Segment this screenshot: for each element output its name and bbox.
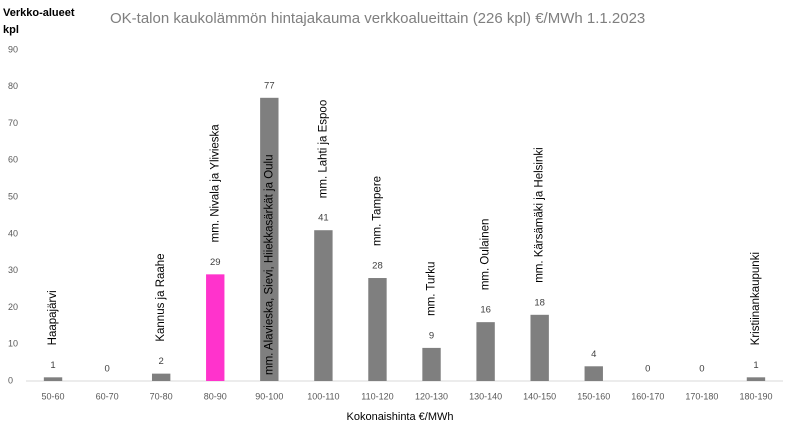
value-label: 41 — [318, 213, 329, 224]
value-label: 9 — [429, 330, 434, 341]
value-label: 0 — [645, 364, 650, 375]
bar — [422, 347, 441, 381]
x-tick-label: 50-60 — [42, 391, 65, 401]
annotation: Haapajärvi — [47, 290, 59, 345]
annotation: mm. Lahti ja Espoo — [317, 100, 329, 198]
x-tick-label: 80-90 — [204, 391, 227, 401]
annotation: mm. Oulainen — [480, 219, 492, 291]
y-tick-label: 20 — [8, 302, 18, 312]
annotation: mm. Alavieska, Sievi, Hiiekkasärkät ja O… — [263, 155, 275, 376]
y-tick-label: 60 — [8, 155, 18, 165]
y-tick-label: 80 — [8, 81, 18, 91]
x-tick-label: 170-180 — [685, 391, 718, 401]
value-label: 28 — [372, 261, 383, 272]
value-label: 18 — [534, 297, 545, 308]
y-axis-label: Verkko-alueet — [3, 7, 75, 19]
y-tick-label: 0 — [8, 375, 13, 385]
y-tick-label: 30 — [8, 265, 18, 275]
annotation: mm. Kärsämäki ja Helsinki — [534, 147, 546, 282]
x-tick-label: 70-80 — [150, 391, 173, 401]
bar — [368, 278, 387, 381]
bar — [746, 377, 766, 381]
x-tick-label: 160-170 — [631, 391, 664, 401]
x-tick-label: 150-160 — [577, 391, 610, 401]
value-label: 1 — [50, 360, 55, 371]
bar — [314, 230, 333, 381]
y-tick-label: 70 — [8, 118, 18, 128]
value-label: 0 — [699, 364, 704, 375]
x-axis-label: Kokonaishinta €/MWh — [347, 411, 454, 423]
value-label: 2 — [159, 356, 164, 367]
value-label: 16 — [480, 305, 491, 316]
x-tick-label: 60-70 — [96, 391, 119, 401]
value-label: 0 — [104, 364, 109, 375]
x-tick-label: 100-110 — [307, 391, 339, 401]
annotation: Kristiinankaupunki — [750, 252, 762, 345]
value-label: 1 — [753, 360, 758, 371]
x-tick-label: 130-140 — [469, 391, 502, 401]
y-tick-label: 10 — [8, 339, 18, 349]
bar — [530, 314, 549, 381]
x-tick-label: 90-100 — [255, 391, 283, 401]
x-tick-label: 110-120 — [361, 391, 393, 401]
chart-title: OK-talon kaukolämmön hintajakauma verkko… — [110, 10, 645, 27]
annotation: mm. Turku — [426, 262, 438, 316]
value-label: 77 — [264, 80, 275, 91]
bar — [260, 97, 279, 382]
annotation: mm. Nivala ja Ylivieska — [209, 124, 221, 243]
annotation: Kannus ja Raahe — [155, 253, 167, 341]
annotation: mm. Tampere — [371, 176, 383, 246]
bar — [584, 366, 603, 381]
bar — [206, 274, 225, 381]
value-label: 4 — [591, 349, 596, 360]
value-label: 29 — [210, 257, 221, 268]
x-tick-label: 120-130 — [415, 391, 448, 401]
bar — [476, 322, 495, 381]
x-tick-label: 180-190 — [739, 391, 772, 401]
bar — [43, 377, 63, 381]
y-tick-label: 40 — [8, 228, 18, 238]
y-tick-label: 90 — [8, 44, 18, 54]
y-tick-label: 50 — [8, 191, 18, 201]
bar — [151, 373, 171, 381]
y-axis-label: kpl — [3, 24, 19, 36]
x-tick-label: 140-150 — [523, 391, 556, 401]
